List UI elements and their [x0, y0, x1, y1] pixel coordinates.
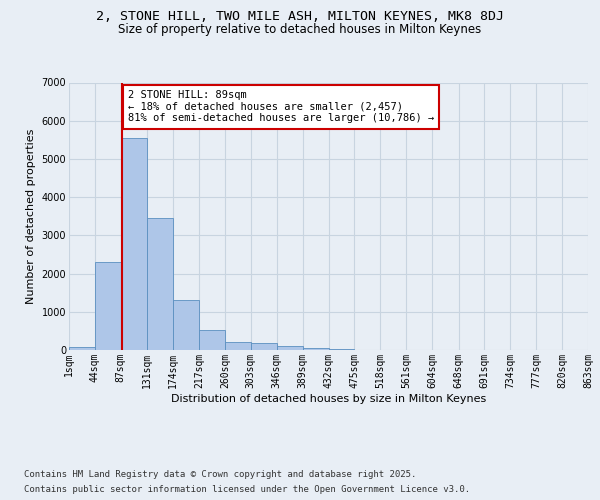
Bar	[69, 347, 95, 350]
Bar	[251, 342, 277, 350]
Bar	[329, 348, 355, 350]
Text: Contains HM Land Registry data © Crown copyright and database right 2025.: Contains HM Land Registry data © Crown c…	[24, 470, 416, 479]
Text: 2, STONE HILL, TWO MILE ASH, MILTON KEYNES, MK8 8DJ: 2, STONE HILL, TWO MILE ASH, MILTON KEYN…	[96, 10, 504, 23]
Text: 2 STONE HILL: 89sqm
← 18% of detached houses are smaller (2,457)
81% of semi-det: 2 STONE HILL: 89sqm ← 18% of detached ho…	[128, 90, 434, 124]
Bar	[277, 346, 302, 350]
Bar	[199, 330, 225, 350]
Bar	[121, 138, 147, 350]
Bar	[302, 348, 329, 350]
Y-axis label: Number of detached properties: Number of detached properties	[26, 128, 36, 304]
Bar	[225, 342, 251, 350]
Bar	[95, 262, 121, 350]
Text: Size of property relative to detached houses in Milton Keynes: Size of property relative to detached ho…	[118, 22, 482, 36]
Bar	[173, 300, 199, 350]
Bar	[147, 218, 173, 350]
Text: Contains public sector information licensed under the Open Government Licence v3: Contains public sector information licen…	[24, 485, 470, 494]
X-axis label: Distribution of detached houses by size in Milton Keynes: Distribution of detached houses by size …	[171, 394, 486, 404]
